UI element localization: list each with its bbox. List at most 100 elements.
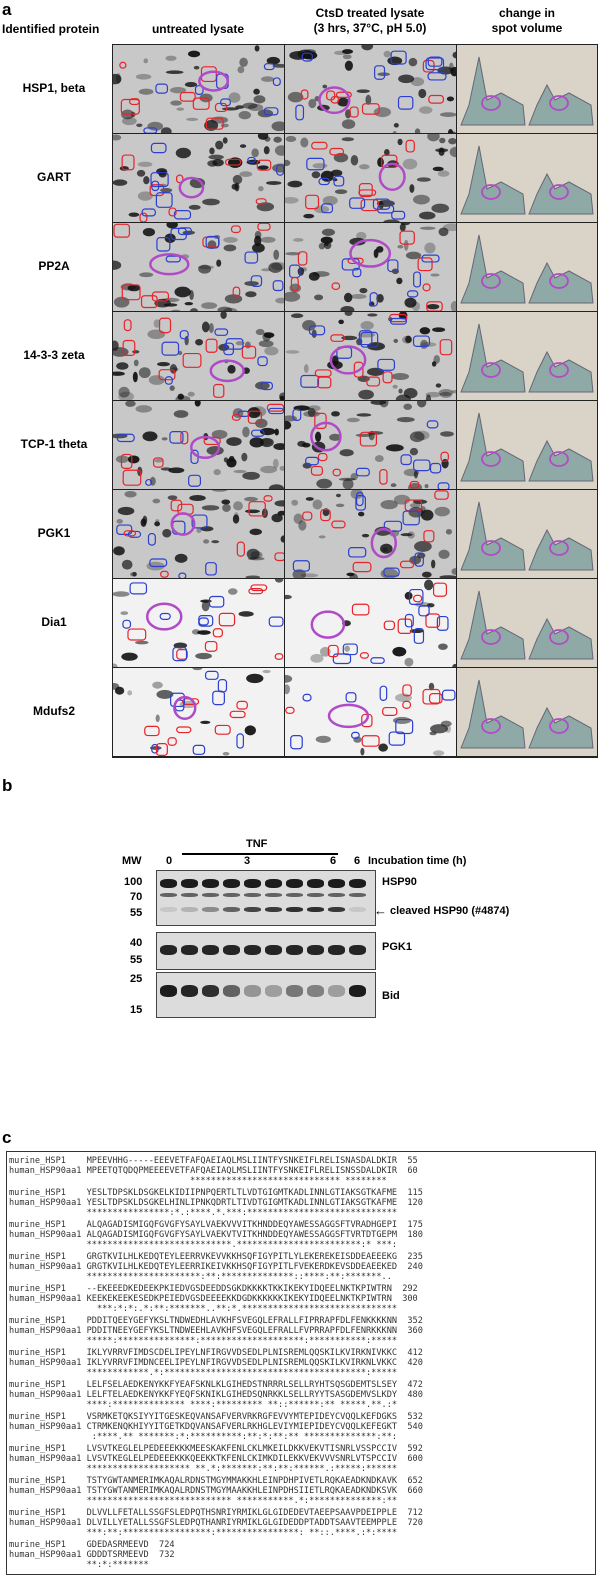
blue-outline xyxy=(214,328,229,336)
tnf-bar xyxy=(182,853,338,855)
murine-sequence-line: murine_HSP1 TSTYGWTANMERIMKAQALRDNSTMGYM… xyxy=(9,1476,423,1486)
protein-spot xyxy=(360,321,374,330)
gel-treated xyxy=(285,312,457,401)
red-outline xyxy=(121,154,135,171)
protein-spot xyxy=(118,386,130,398)
mw-55b: 55 xyxy=(130,954,143,966)
protein-spot xyxy=(245,291,257,298)
blue-outline xyxy=(295,104,305,121)
red-outline xyxy=(422,283,431,292)
red-outline xyxy=(317,376,332,389)
protein-spot xyxy=(220,312,227,319)
highlight-ellipse xyxy=(329,345,367,375)
red-outline xyxy=(290,276,299,292)
tnf-label: TNF xyxy=(246,838,268,850)
gel-image xyxy=(113,223,284,311)
protein-spot xyxy=(285,594,292,600)
spot-volume-plot xyxy=(460,679,594,749)
blue-outline xyxy=(302,693,312,702)
red-outline xyxy=(140,295,158,309)
red-outline xyxy=(236,700,248,710)
panel-a-letter: a xyxy=(2,0,12,19)
protein-spot xyxy=(152,498,161,504)
protein-spot xyxy=(120,611,129,616)
band-hsp90-lower xyxy=(328,893,345,897)
red-outline xyxy=(176,726,192,734)
volume-surface xyxy=(528,350,594,393)
protein-spot xyxy=(280,535,284,543)
mw-100: 100 xyxy=(124,876,143,888)
protein-spot xyxy=(434,506,450,517)
protein-spot xyxy=(272,63,284,68)
protein-spot xyxy=(135,73,152,80)
header-treated: CtsD treated lysate (3 hrs, 37°C, pH 5.0… xyxy=(284,6,456,36)
spot-volume-3d xyxy=(457,134,597,223)
protein-spot xyxy=(211,429,228,439)
red-outline xyxy=(379,469,388,485)
blue-outline xyxy=(198,617,209,626)
protein-spot xyxy=(228,92,241,103)
blue-outline xyxy=(164,376,173,385)
protein-spot xyxy=(132,350,140,354)
protein-spot xyxy=(245,509,260,514)
spot-volume-plot xyxy=(460,412,594,482)
blot-bid xyxy=(156,972,376,1018)
red-outline xyxy=(302,511,313,521)
protein-spot xyxy=(432,327,446,333)
protein-spot xyxy=(376,246,384,253)
row-label: GART xyxy=(37,169,71,184)
protein-spot xyxy=(285,251,301,256)
protein-spot xyxy=(238,110,252,120)
protein-spot xyxy=(308,98,317,109)
spot-volume-plot xyxy=(460,56,594,126)
protein-spot xyxy=(440,431,454,437)
protein-spot xyxy=(121,559,133,570)
protein-spot xyxy=(350,473,358,481)
protein-spot xyxy=(431,203,450,213)
blue-outline xyxy=(437,482,450,489)
spot-volume-3d xyxy=(457,668,597,757)
volume-spot-outline xyxy=(481,718,501,734)
band-cleaved-hsp90 xyxy=(265,907,282,912)
protein-spot xyxy=(403,239,409,251)
gel-treated xyxy=(285,134,457,223)
blue-outline xyxy=(236,733,244,749)
red-outline xyxy=(179,91,196,102)
row-label: PP2A xyxy=(38,258,70,273)
red-outline xyxy=(139,212,148,222)
protein-spot xyxy=(343,292,353,303)
band-cleaved-hsp90 xyxy=(223,907,240,912)
red-outline xyxy=(274,552,284,562)
protein-spot xyxy=(187,391,195,397)
protein-spot xyxy=(274,500,284,507)
protein-spot xyxy=(346,417,360,423)
protein-spot xyxy=(213,469,221,476)
protein-spot xyxy=(152,681,163,689)
blue-outline xyxy=(400,454,412,466)
protein-spot xyxy=(165,55,177,61)
blue-outline xyxy=(250,275,263,287)
red-outline xyxy=(388,313,408,323)
row-label: PGK1 xyxy=(37,525,71,540)
gel-untreated xyxy=(113,668,285,757)
red-outline xyxy=(422,688,441,705)
red-outline xyxy=(314,369,332,378)
protein-spot xyxy=(342,49,354,54)
protein-spot xyxy=(132,571,137,577)
protein-spot xyxy=(257,134,269,140)
protein-spot xyxy=(438,643,448,650)
protein-spot xyxy=(405,335,412,344)
spot-volume-3d xyxy=(457,223,597,312)
gel-treated xyxy=(285,223,457,312)
red-outline xyxy=(428,94,444,104)
band-bid xyxy=(349,985,366,997)
protein-spot xyxy=(271,513,283,523)
volume-spot-outline xyxy=(549,95,569,111)
protein-spot xyxy=(117,506,135,516)
blue-outline xyxy=(220,98,231,107)
header-change-line1: change in xyxy=(498,6,555,20)
time-0: 0 xyxy=(166,855,173,867)
spot-volume-3d xyxy=(457,45,597,134)
protein-spot xyxy=(322,195,338,206)
volume-surface xyxy=(460,679,526,749)
